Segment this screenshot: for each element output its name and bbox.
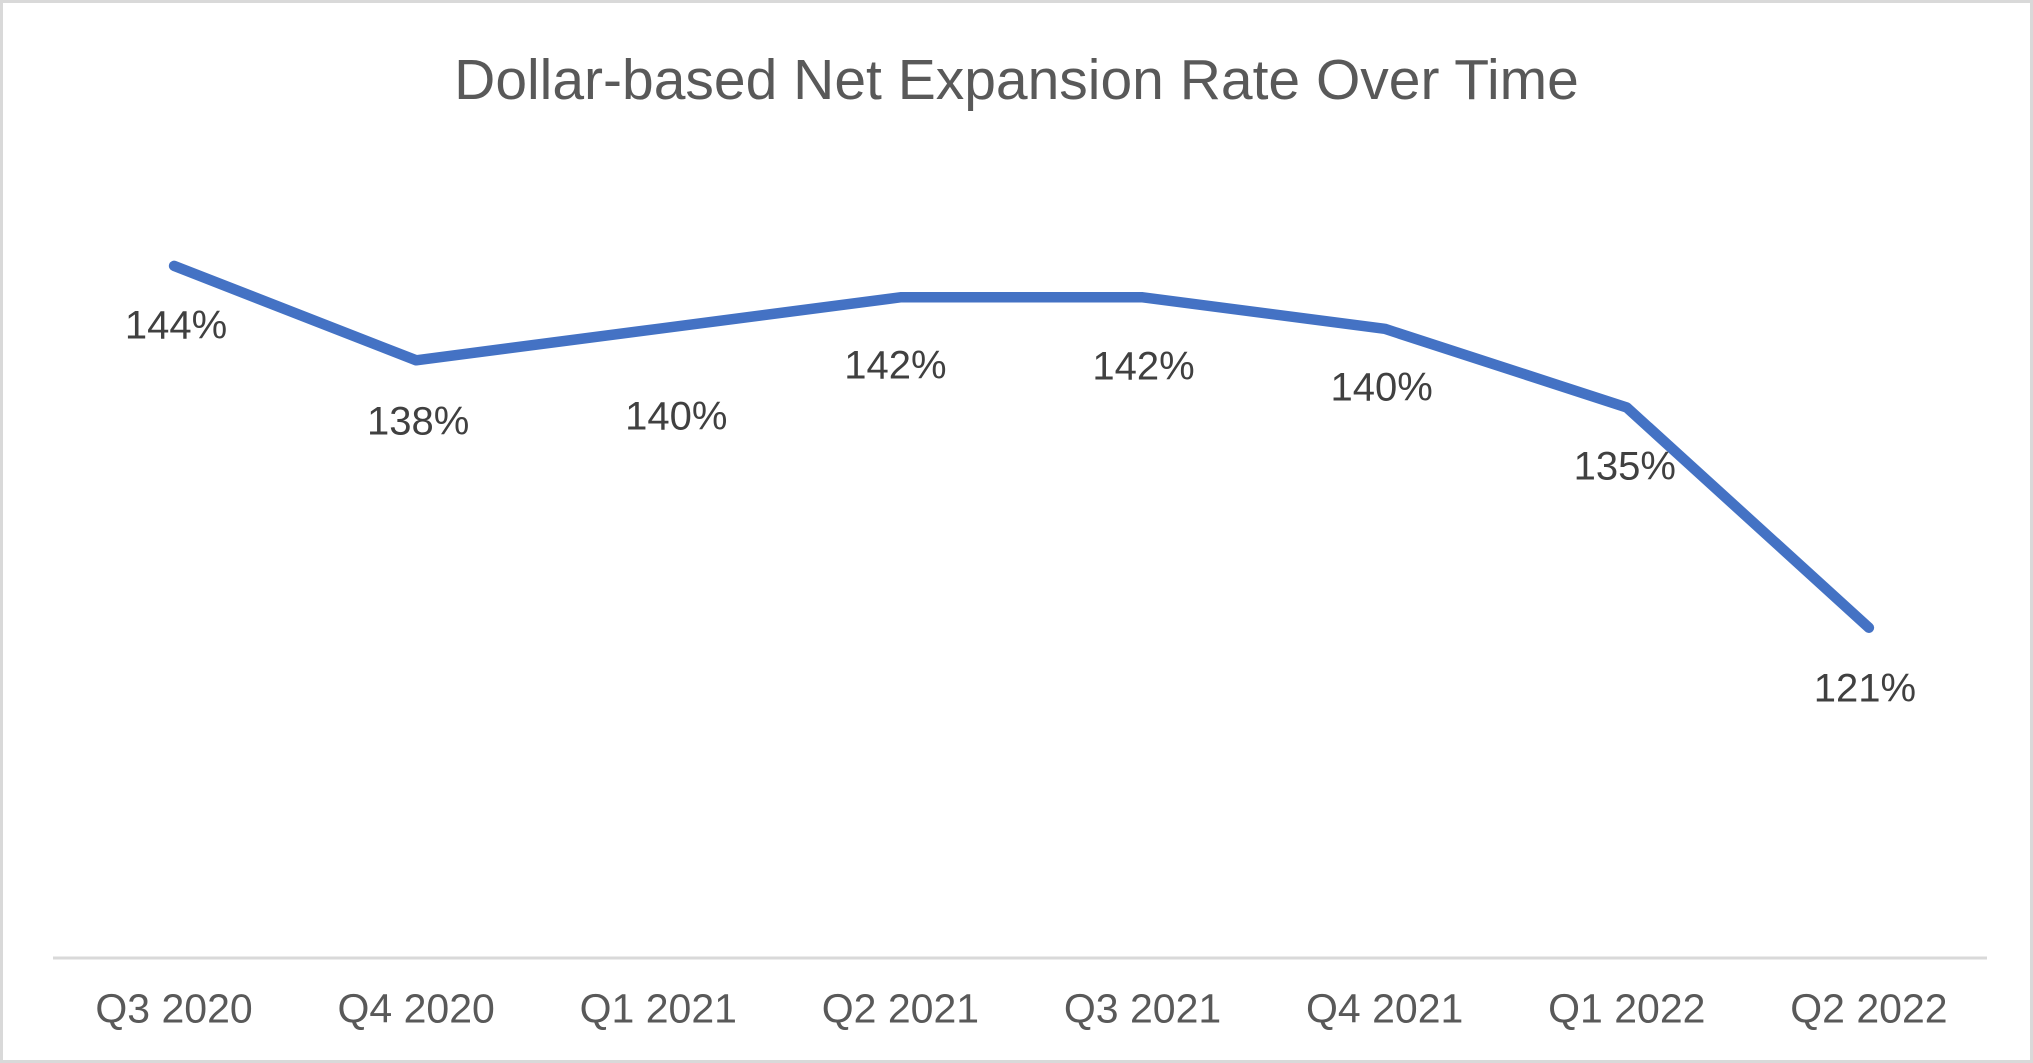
data-label: 140% bbox=[1330, 365, 1433, 410]
plot-area bbox=[53, 260, 1987, 960]
data-label: 140% bbox=[625, 394, 728, 439]
series-trend-line bbox=[168, 260, 1875, 633]
x-axis-label: Q2 2022 bbox=[1790, 985, 1948, 1032]
data-label: 138% bbox=[367, 399, 470, 444]
data-label: 142% bbox=[844, 343, 947, 388]
data-label: 144% bbox=[124, 303, 228, 348]
x-axis-label: Q2 2021 bbox=[821, 985, 980, 1032]
x-axis-label: Q4 2021 bbox=[1306, 985, 1464, 1032]
data-label: 142% bbox=[1092, 344, 1195, 389]
x-axis-label: Q3 2021 bbox=[1063, 985, 1222, 1032]
x-axis-label: Q1 2022 bbox=[1548, 985, 1706, 1032]
chart-title: Dollar-based Net Expansion Rate Over Tim… bbox=[454, 48, 1579, 112]
x-axis-label: Q4 2020 bbox=[337, 985, 495, 1032]
x-axis-label: Q1 2021 bbox=[579, 985, 737, 1032]
data-label: 121% bbox=[1813, 666, 1917, 711]
x-axis-label: Q3 2020 bbox=[95, 985, 253, 1032]
data-label: 135% bbox=[1573, 444, 1676, 489]
